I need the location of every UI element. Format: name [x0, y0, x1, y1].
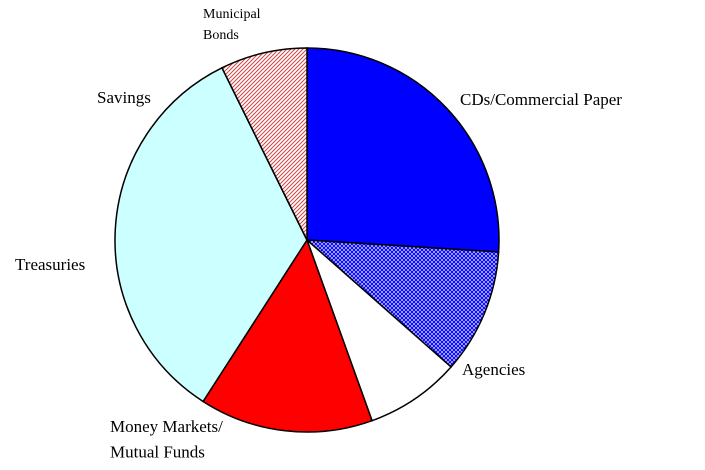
slice-label: CDs/Commercial Paper: [460, 90, 622, 109]
pie-slice: [306, 239, 453, 422]
pie-slice: [220, 47, 308, 241]
pie-slice: [114, 66, 308, 403]
slice-label: Money Markets/Mutual Funds: [110, 417, 223, 462]
slice-label: Savings: [97, 88, 151, 107]
slice-label: Agencies: [462, 360, 525, 379]
slice-label: Municipal Bonds: [203, 7, 261, 43]
pie-slice: [202, 238, 373, 433]
slice-label: Treasuries: [15, 255, 85, 274]
pie-slice: [304, 239, 500, 369]
pie-slice: [306, 47, 500, 253]
